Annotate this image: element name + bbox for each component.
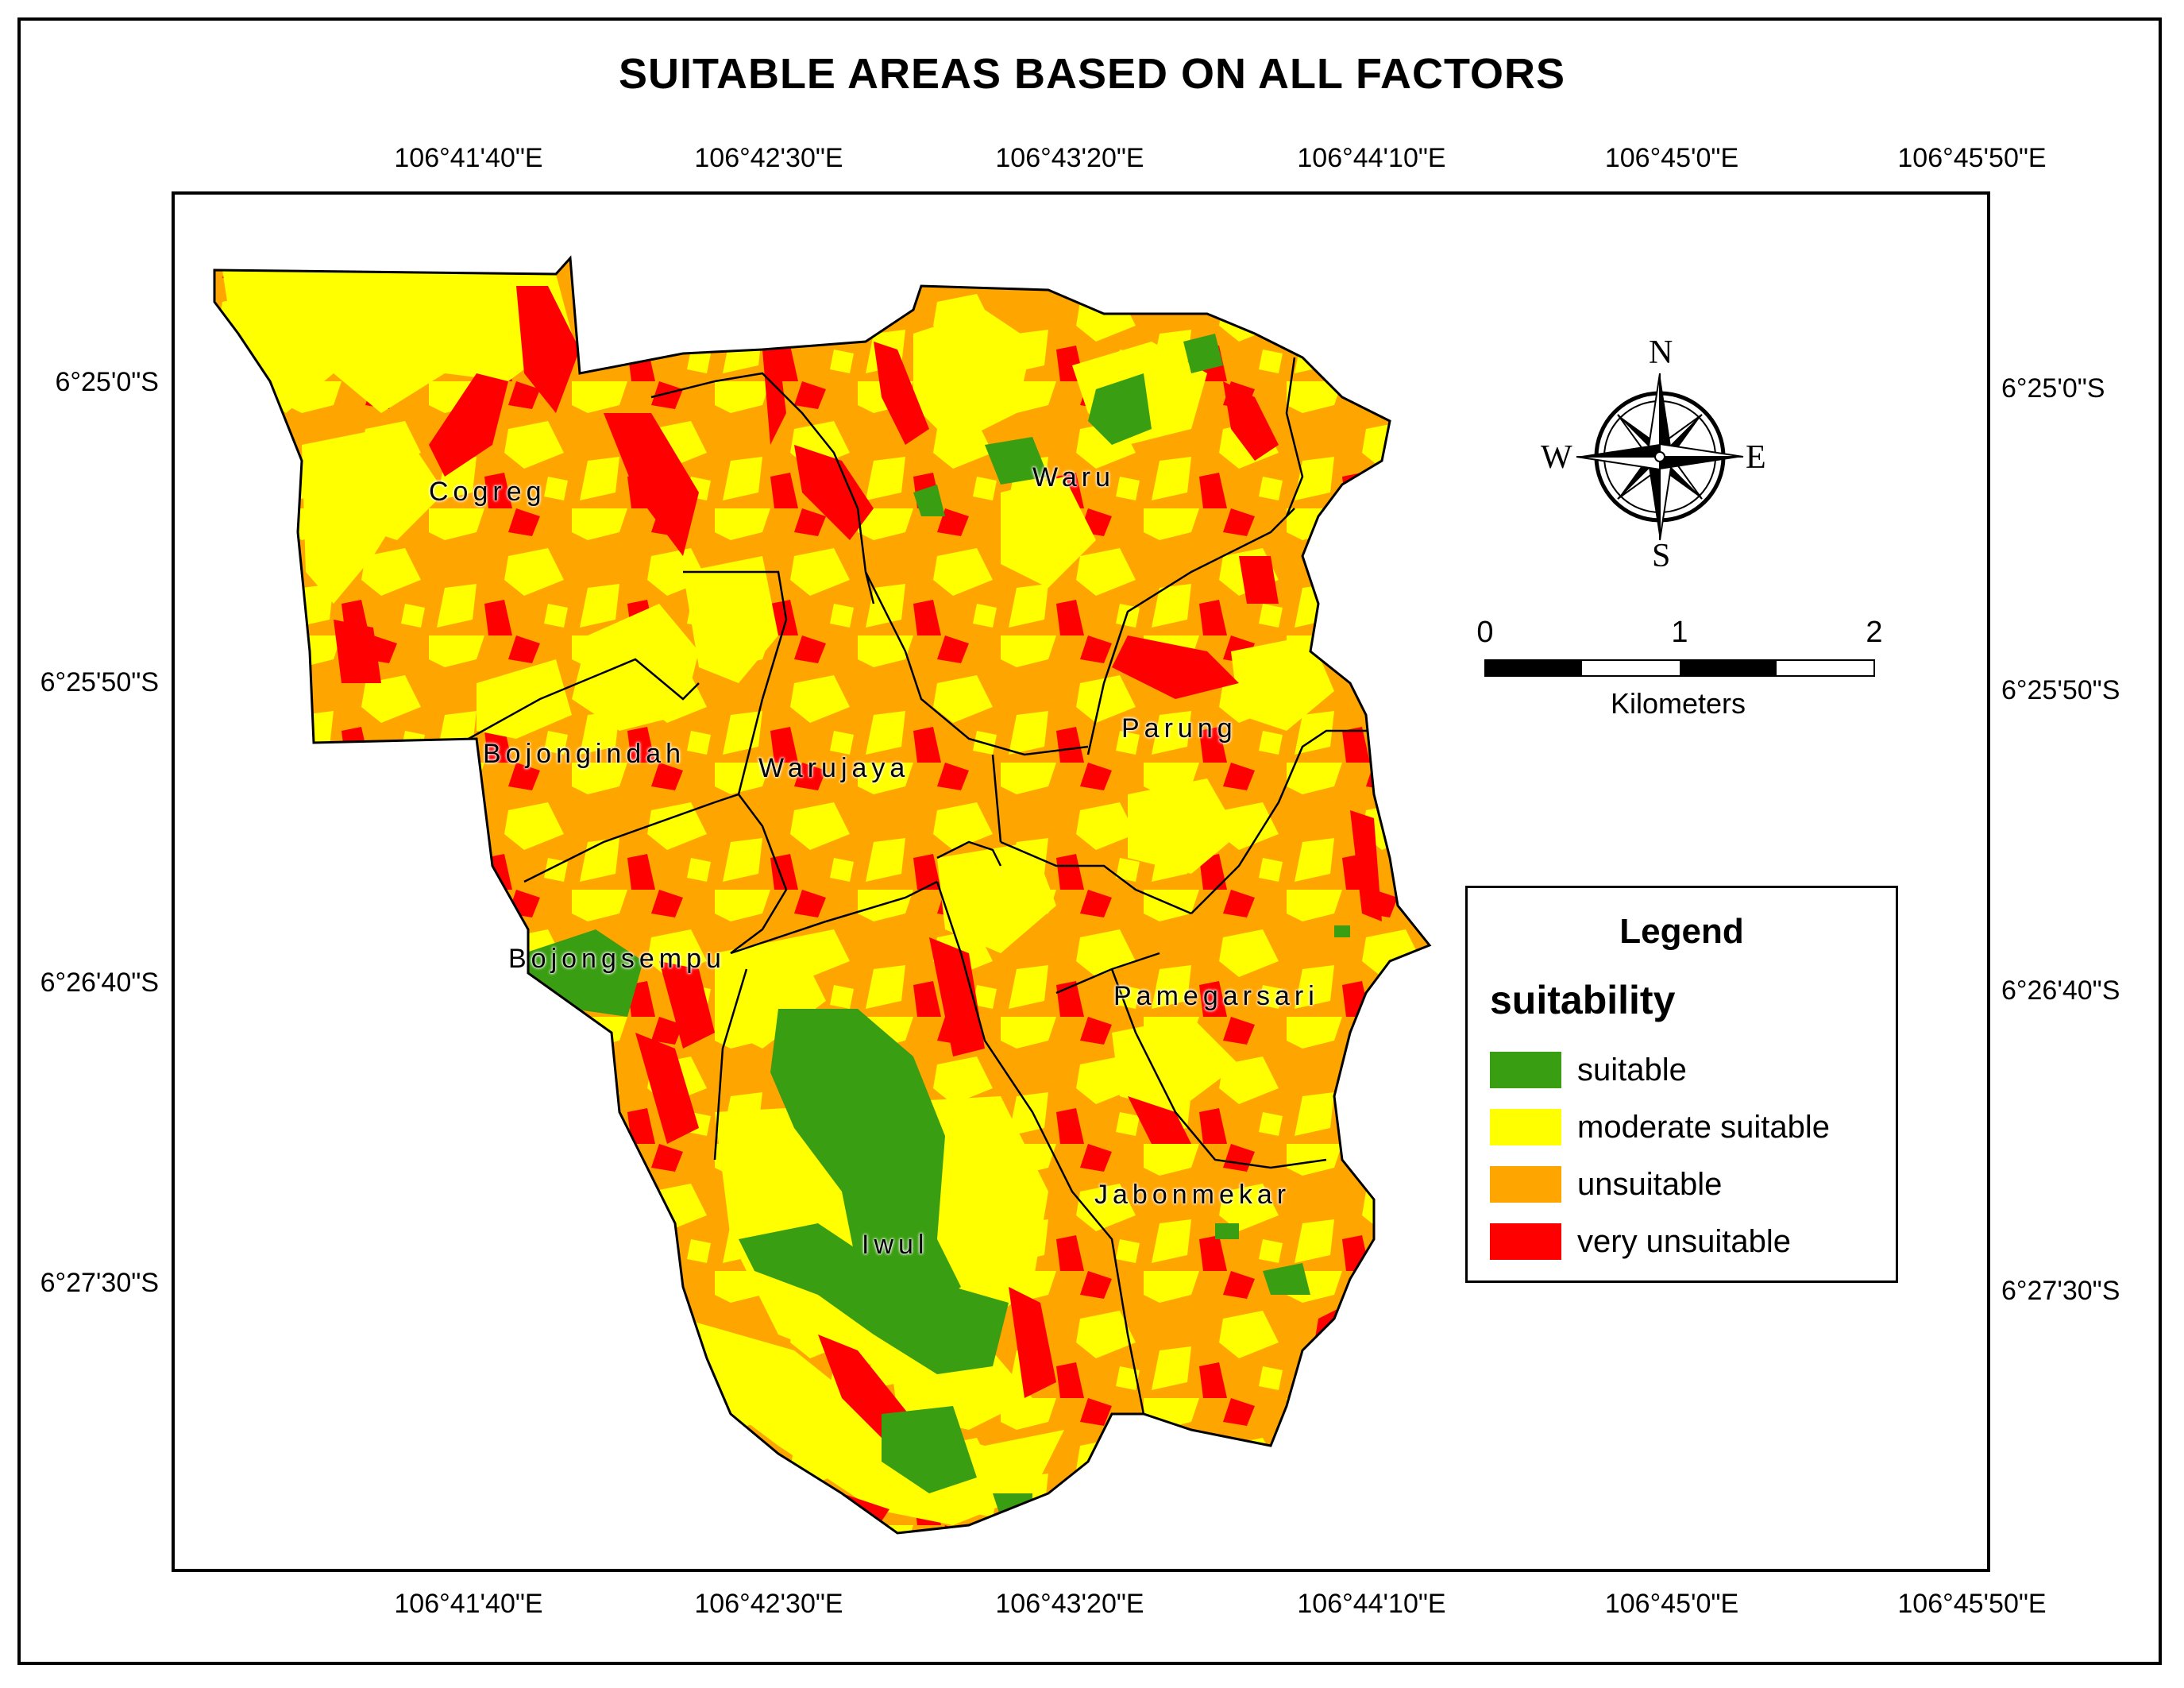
lon-tick-top-1: 106°41'40"E	[394, 143, 543, 173]
lon-tick-top-3: 106°43'20"E	[995, 143, 1144, 173]
study-area-outline	[213, 255, 1432, 1535]
legend-swatch-very-unsuitable	[1490, 1223, 1561, 1260]
compass-rose-icon	[1576, 373, 1744, 541]
village-label-iwul: Iwul	[862, 1230, 929, 1260]
scale-bar: 0 1 2 Kilometers	[1476, 616, 1889, 720]
lon-tick-top-5: 106°45'0"E	[1604, 143, 1739, 173]
village-label-cogreg: Cogreg	[429, 477, 546, 507]
lon-tick-bottom-6: 106°45'50"E	[1897, 1589, 2047, 1619]
lon-tick-bottom-1: 106°41'40"E	[394, 1589, 543, 1619]
legend-swatch-moderate-suitable	[1490, 1109, 1561, 1145]
village-label-pamegarsari: Pamegarsari	[1113, 981, 1319, 1011]
village-label-warujaya: Warujaya	[758, 753, 910, 783]
village-label-bojongsempu: Bojongsempu	[508, 944, 726, 974]
lon-tick-bottom-4: 106°44'10"E	[1297, 1589, 1446, 1619]
lat-tick-right-2: 6°25'50"S	[2001, 675, 2120, 705]
legend-item-unsuitable: unsuitable	[1490, 1166, 1722, 1203]
scale-tick-2: 2	[1866, 616, 1883, 649]
legend-item-suitable: suitable	[1490, 1052, 1687, 1088]
lon-tick-bottom-5: 106°45'0"E	[1604, 1589, 1739, 1619]
lat-tick-right-1: 6°25'0"S	[2001, 373, 2105, 404]
legend-item-moderate-suitable: moderate suitable	[1490, 1109, 1830, 1145]
village-label-parung: Parung	[1121, 713, 1237, 744]
lon-tick-top-6: 106°45'50"E	[1897, 143, 2047, 173]
map-title: SUITABLE AREAS BASED ON ALL FACTORS	[618, 50, 1566, 98]
legend: Legend suitability suitable moderate sui…	[1465, 886, 1898, 1283]
legend-label-very-unsuitable: very unsuitable	[1577, 1223, 1792, 1259]
lat-tick-left-1: 6°25'0"S	[55, 367, 159, 397]
legend-item-very-unsuitable: very unsuitable	[1490, 1223, 1791, 1260]
outer-frame	[17, 17, 2162, 1665]
compass-south-label: S	[1652, 538, 1671, 574]
scale-unit-label: Kilometers	[1610, 687, 1746, 720]
lon-tick-bottom-2: 106°42'30"E	[694, 1589, 843, 1619]
village-label-waru: Waru	[1032, 462, 1115, 492]
lat-tick-right-4: 6°27'30"S	[2001, 1276, 2120, 1306]
legend-swatch-unsuitable	[1490, 1166, 1561, 1203]
north-arrow: N S E W	[1533, 334, 1787, 574]
compass-north-label: N	[1649, 334, 1673, 371]
lat-tick-left-3: 6°26'40"S	[40, 968, 159, 998]
legend-label-suitable: suitable	[1577, 1052, 1687, 1087]
legend-label-moderate-suitable: moderate suitable	[1577, 1109, 1830, 1145]
scale-bar-graphic	[1484, 659, 1875, 677]
map-frame	[172, 191, 1990, 1572]
lat-tick-right-3: 6°26'40"S	[2001, 975, 2120, 1006]
legend-label-unsuitable: unsuitable	[1577, 1166, 1723, 1202]
legend-subtitle: suitability	[1490, 978, 1676, 1022]
scale-tick-1: 1	[1671, 616, 1688, 649]
village-label-jabonmekar: Jabonmekar	[1094, 1180, 1291, 1210]
lon-tick-top-4: 106°44'10"E	[1297, 143, 1446, 173]
lon-tick-bottom-3: 106°43'20"E	[995, 1589, 1144, 1619]
lat-tick-left-2: 6°25'50"S	[40, 667, 159, 697]
village-label-bojongindah: Bojongindah	[483, 739, 686, 769]
lat-tick-left-4: 6°27'30"S	[40, 1268, 159, 1298]
compass-west-label: W	[1541, 439, 1572, 476]
lon-tick-top-2: 106°42'30"E	[694, 143, 843, 173]
legend-swatch-suitable	[1490, 1052, 1561, 1088]
compass-east-label: E	[1746, 439, 1766, 476]
legend-title: Legend	[1619, 912, 1744, 951]
scale-tick-0: 0	[1476, 616, 1494, 649]
